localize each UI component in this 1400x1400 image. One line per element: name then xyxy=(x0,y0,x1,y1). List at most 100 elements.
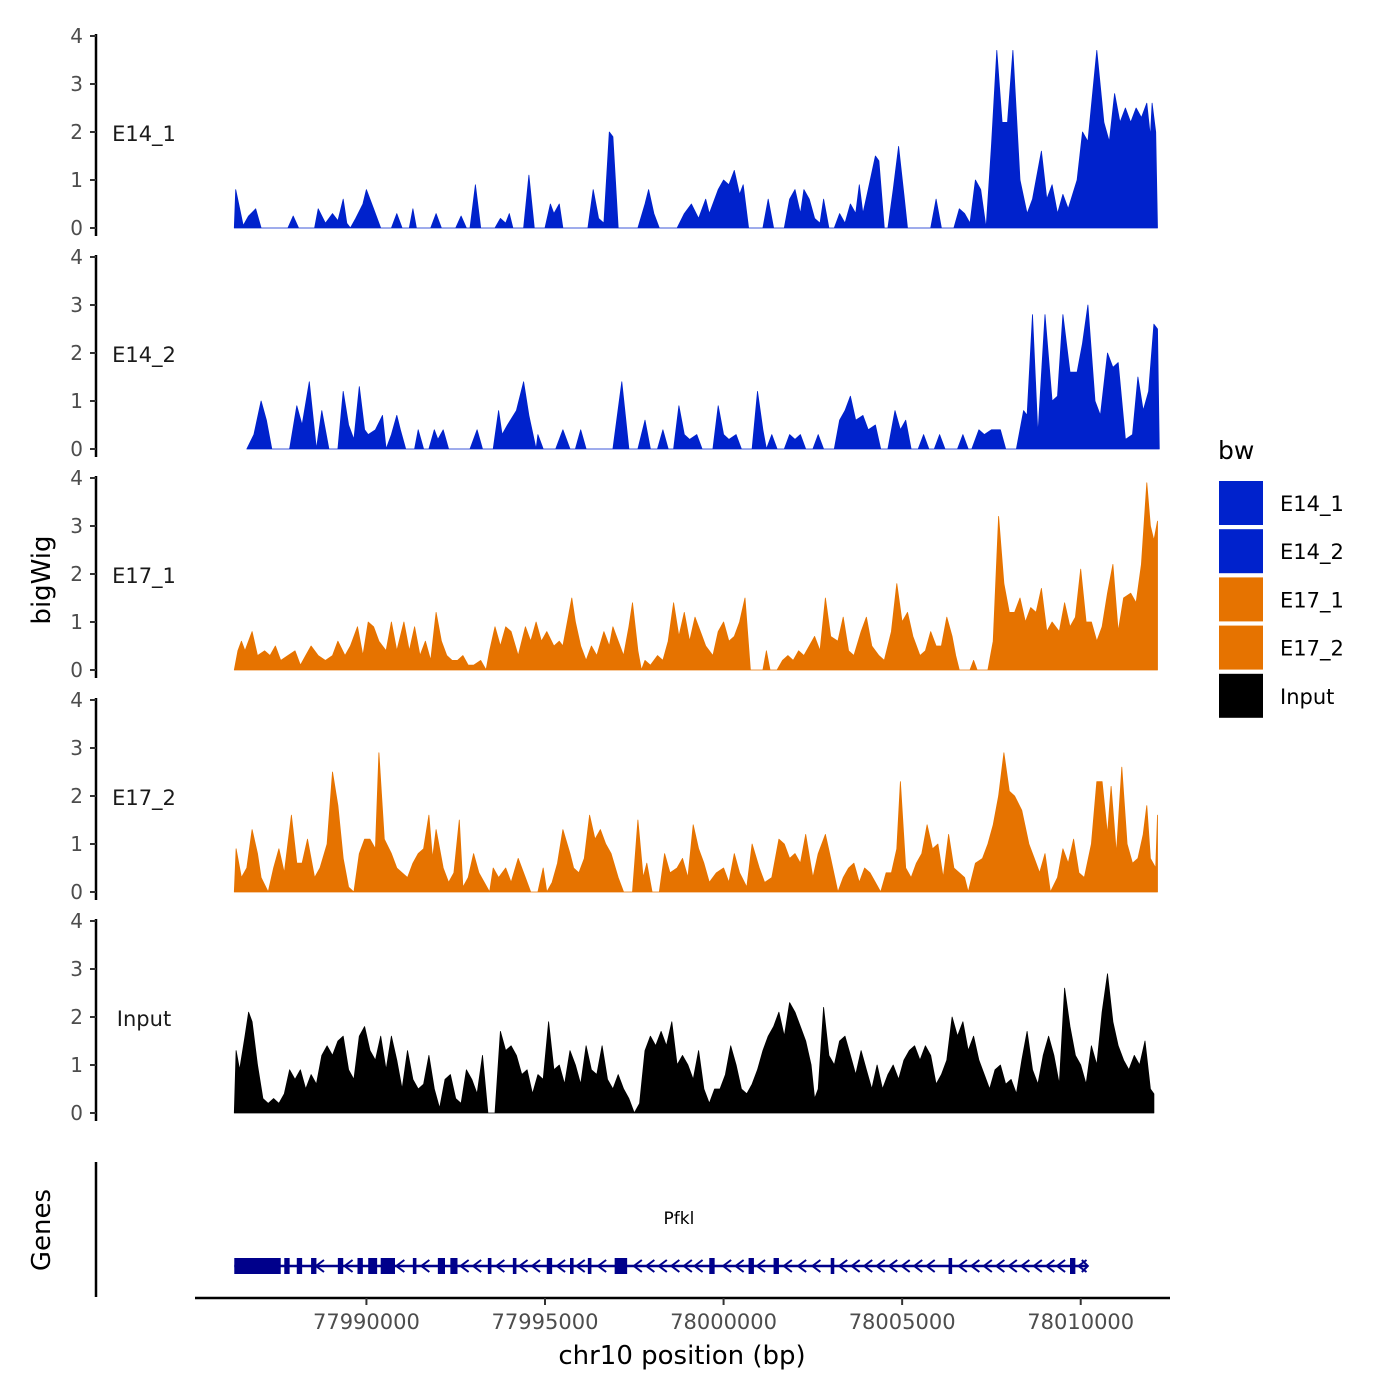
exon xyxy=(412,1258,417,1274)
legend-label: E17_2 xyxy=(1280,637,1344,662)
signal-area xyxy=(246,304,1160,450)
x-axis-title: chr10 position (bp) xyxy=(558,1341,805,1371)
y-tick-label: 3 xyxy=(70,736,83,760)
exon xyxy=(587,1258,592,1274)
legend-swatch xyxy=(1219,673,1263,718)
y-tick-label: 4 xyxy=(70,24,83,48)
legend-swatch xyxy=(1219,481,1263,525)
track-label: E17_2 xyxy=(112,786,176,811)
y-tick-label: 0 xyxy=(70,880,83,904)
strand-arrow xyxy=(1044,1259,1055,1273)
track-e17-1: 0 1 2 3 4 E17_1 xyxy=(70,466,1158,682)
strand-arrow xyxy=(458,1259,470,1273)
y-tick-label: 1 xyxy=(70,168,83,192)
y-tick-label: 4 xyxy=(70,909,83,933)
strand-arrow xyxy=(957,1259,968,1273)
y-tick-label: 3 xyxy=(70,957,83,981)
strand-arrow xyxy=(912,1259,923,1273)
y-tick-label: 1 xyxy=(70,610,83,634)
track-label: E14_1 xyxy=(112,122,176,147)
strand-arrow xyxy=(657,1259,668,1273)
exon xyxy=(311,1258,317,1274)
y-tick-label: 4 xyxy=(70,688,83,712)
x-tick-label: 77995000 xyxy=(492,1310,599,1334)
y-tick-label: 2 xyxy=(70,341,83,365)
exon xyxy=(380,1258,395,1274)
y-tick-label: 3 xyxy=(70,293,83,317)
strand-arrow xyxy=(900,1259,911,1273)
gene-name-label: Pfkl xyxy=(664,1209,695,1229)
signal-area xyxy=(233,482,1158,671)
x-tick-label: 78010000 xyxy=(1027,1310,1134,1334)
strand-arrow xyxy=(925,1259,936,1273)
exon xyxy=(296,1258,303,1274)
legend-items: E14_1 E14_2 E17_1 E17_2 Input xyxy=(1219,481,1344,718)
strand-arrow xyxy=(517,1259,529,1273)
strand-arrow xyxy=(850,1259,861,1273)
exon xyxy=(357,1258,363,1274)
strand-arrow xyxy=(1032,1259,1043,1273)
exon xyxy=(546,1258,553,1274)
strand-arrow xyxy=(875,1259,886,1273)
exon xyxy=(614,1258,628,1274)
y-tick-label: 4 xyxy=(70,245,83,269)
legend-label: E14_1 xyxy=(1280,492,1344,517)
y-tick-label: 0 xyxy=(70,437,83,461)
y-tick-label: 2 xyxy=(70,784,83,808)
x-axis: 77990000 77995000 78000000 78005000 78010000… xyxy=(195,1296,1170,1371)
gene-structure xyxy=(234,1258,1090,1274)
signal-area xyxy=(233,973,1155,1114)
exon xyxy=(773,1258,779,1274)
strand-arrow xyxy=(862,1259,873,1273)
exon xyxy=(830,1258,835,1274)
x-tick-label: 78005000 xyxy=(849,1310,956,1334)
strand-arrow xyxy=(632,1259,643,1273)
exon xyxy=(487,1258,492,1274)
legend: bw E14_1 E14_2 E17_1 E17_2 Input xyxy=(1218,436,1344,718)
signal-area xyxy=(233,752,1158,893)
strand-arrow xyxy=(644,1259,655,1273)
x-tick-label: 78000000 xyxy=(670,1310,777,1334)
y-tick-label: 1 xyxy=(70,1053,83,1077)
strand-arrow xyxy=(782,1259,793,1273)
exon xyxy=(450,1258,458,1274)
strand-arrow xyxy=(733,1259,745,1273)
strand-arrow xyxy=(314,1259,325,1273)
strand-arrow xyxy=(1019,1259,1030,1273)
x-axis-ticks: 77990000 77995000 78000000 78005000 78010000 xyxy=(313,1298,1134,1334)
y-axis-title: bigWig xyxy=(27,535,57,624)
strand-arrow xyxy=(682,1259,693,1273)
strand-arrow xyxy=(555,1259,566,1273)
exon xyxy=(337,1258,344,1274)
legend-label: E14_2 xyxy=(1280,540,1344,565)
exon xyxy=(570,1258,574,1274)
y-tick-label: 0 xyxy=(70,658,83,682)
legend-label: E17_1 xyxy=(1280,588,1344,613)
legend-label: Input xyxy=(1280,685,1334,709)
gene-track-title: Genes xyxy=(27,1189,57,1271)
strand-arrow xyxy=(1007,1259,1018,1273)
y-tick-label: 3 xyxy=(70,514,83,538)
strand-arrow xyxy=(887,1259,898,1273)
track-input: 0 1 2 3 4 Input xyxy=(70,909,1155,1125)
strand-arrow xyxy=(796,1259,807,1273)
y-tick-label: 2 xyxy=(70,562,83,586)
strand-arrow xyxy=(394,1259,405,1273)
legend-swatch xyxy=(1219,577,1263,622)
strand-arrow xyxy=(837,1259,848,1273)
strand-arrow xyxy=(692,1259,704,1273)
track-label: Input xyxy=(117,1007,171,1031)
track-label: E17_1 xyxy=(112,564,176,589)
strand-arrow xyxy=(494,1259,505,1273)
exon xyxy=(284,1258,290,1274)
strand-arrow xyxy=(755,1259,766,1273)
exon xyxy=(948,1258,953,1274)
x-tick-label: 77990000 xyxy=(313,1310,420,1334)
strand-arrow xyxy=(530,1259,541,1273)
y-tick-label: 1 xyxy=(70,389,83,413)
strand-arrow xyxy=(810,1259,822,1273)
exon xyxy=(437,1258,445,1274)
legend-title: bw xyxy=(1218,436,1254,465)
signal-area xyxy=(233,50,1158,229)
